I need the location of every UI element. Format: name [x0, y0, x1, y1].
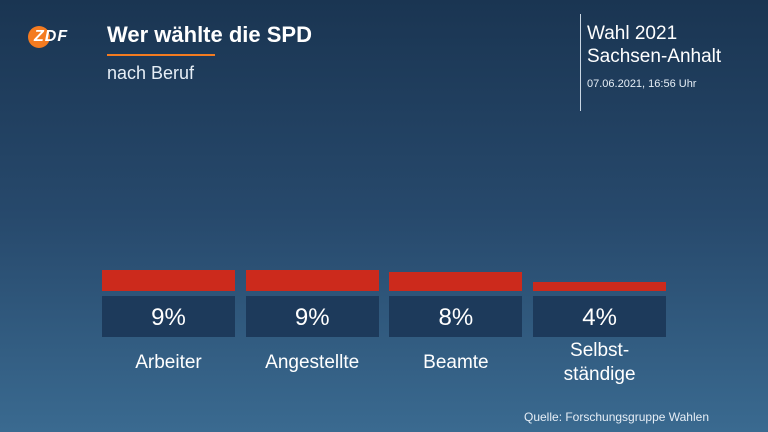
category-label: Arbeiter [135, 352, 202, 373]
bar [389, 272, 523, 291]
bar [245, 269, 379, 291]
divider [580, 14, 581, 111]
logo: ZDF [28, 26, 78, 48]
timestamp: 07.06.2021, 16:56 Uhr [587, 78, 697, 90]
value-label: 4% [533, 296, 667, 337]
logo-text: ZDF [34, 28, 69, 45]
region: Sachsen-Anhalt [587, 46, 722, 67]
category-label: Angestellte [265, 352, 360, 373]
value-label: 8% [389, 296, 523, 337]
bar [533, 281, 667, 291]
logo-circle [28, 26, 50, 48]
title-underline [107, 54, 215, 56]
chart-subtitle: nach Beruf [107, 63, 195, 83]
bar [102, 269, 235, 291]
source: Quelle: Forschungsgruppe Wahlen [524, 410, 709, 424]
chart-title: Wer wählte die SPD [107, 22, 312, 47]
value-label: 9% [245, 296, 379, 337]
category-label: Selbst- ständige [563, 340, 636, 385]
value-label: 9% [102, 296, 235, 337]
election: Wahl 2021 [587, 23, 678, 44]
category-label: Beamte [423, 352, 489, 373]
